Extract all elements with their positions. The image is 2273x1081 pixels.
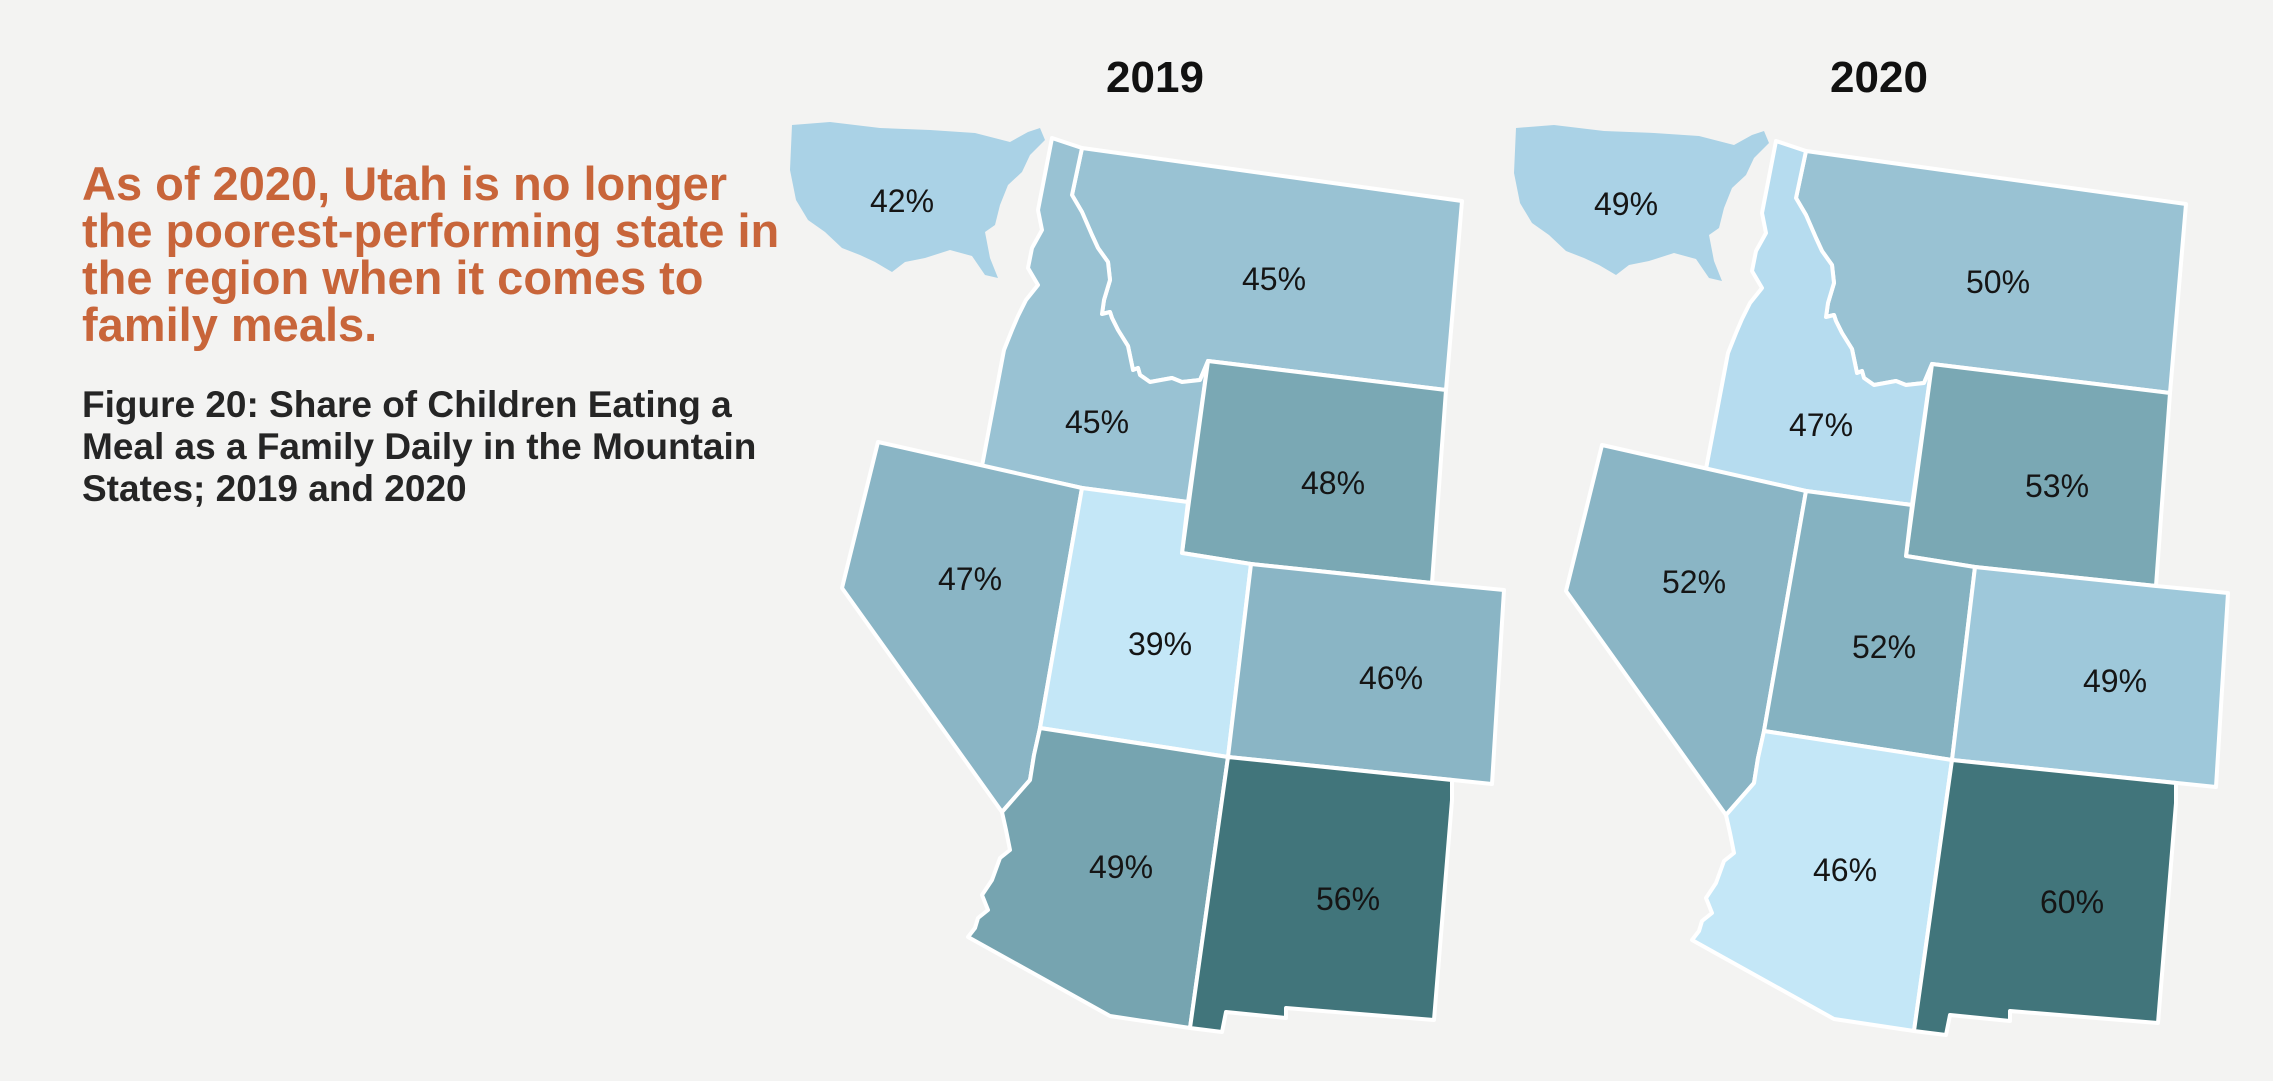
us-inset-map-2019: [790, 122, 1045, 278]
value-label-colorado-2020: 49%: [2083, 663, 2147, 699]
value-label-nevada-2019: 47%: [938, 561, 1002, 597]
value-label-arizona-2020: 46%: [1813, 852, 1877, 888]
year-title-2019: 2019: [1106, 53, 1204, 102]
value-label-utah-2020: 52%: [1852, 629, 1916, 665]
value-label-us-2020: 49%: [1594, 186, 1658, 222]
value-label-montana-2019: 45%: [1242, 261, 1306, 297]
state-new-mexico-2020: [1912, 758, 2178, 1037]
map-2019: 2019 42% 45% 45% 48% 47% 39% 46% 49% 56%: [790, 53, 1506, 1034]
map-2020: 2020 49% 50% 47% 53% 52% 52% 49% 46% 60%: [1514, 53, 2230, 1037]
value-label-us-2019: 42%: [870, 183, 934, 219]
value-label-wyoming-2019: 48%: [1301, 465, 1365, 501]
state-arizona-2019: [966, 726, 1230, 1030]
state-colorado-2019: [1226, 562, 1506, 786]
us-inset-map-2020: [1514, 125, 1769, 281]
value-label-arizona-2019: 49%: [1089, 849, 1153, 885]
value-label-new-mexico-2020: 60%: [2040, 884, 2104, 920]
value-label-idaho-2020: 47%: [1789, 407, 1853, 443]
state-new-mexico-2019: [1188, 755, 1454, 1034]
state-arizona-2020: [1690, 729, 1954, 1033]
value-label-montana-2020: 50%: [1966, 264, 2030, 300]
value-label-wyoming-2020: 53%: [2025, 468, 2089, 504]
state-idaho-2020: [1704, 139, 1934, 507]
value-label-new-mexico-2019: 56%: [1316, 881, 1380, 917]
value-label-nevada-2020: 52%: [1662, 564, 1726, 600]
year-title-2020: 2020: [1830, 53, 1928, 102]
state-idaho-2019: [980, 136, 1210, 504]
figure-title: Figure 20: Share of Children Eating a Me…: [82, 384, 757, 509]
state-colorado-2020: [1950, 565, 2230, 789]
value-label-utah-2019: 39%: [1128, 626, 1192, 662]
value-label-colorado-2019: 46%: [1359, 660, 1423, 696]
value-label-idaho-2019: 45%: [1065, 404, 1129, 440]
headline: As of 2020, Utah is no longer the poores…: [82, 157, 780, 351]
